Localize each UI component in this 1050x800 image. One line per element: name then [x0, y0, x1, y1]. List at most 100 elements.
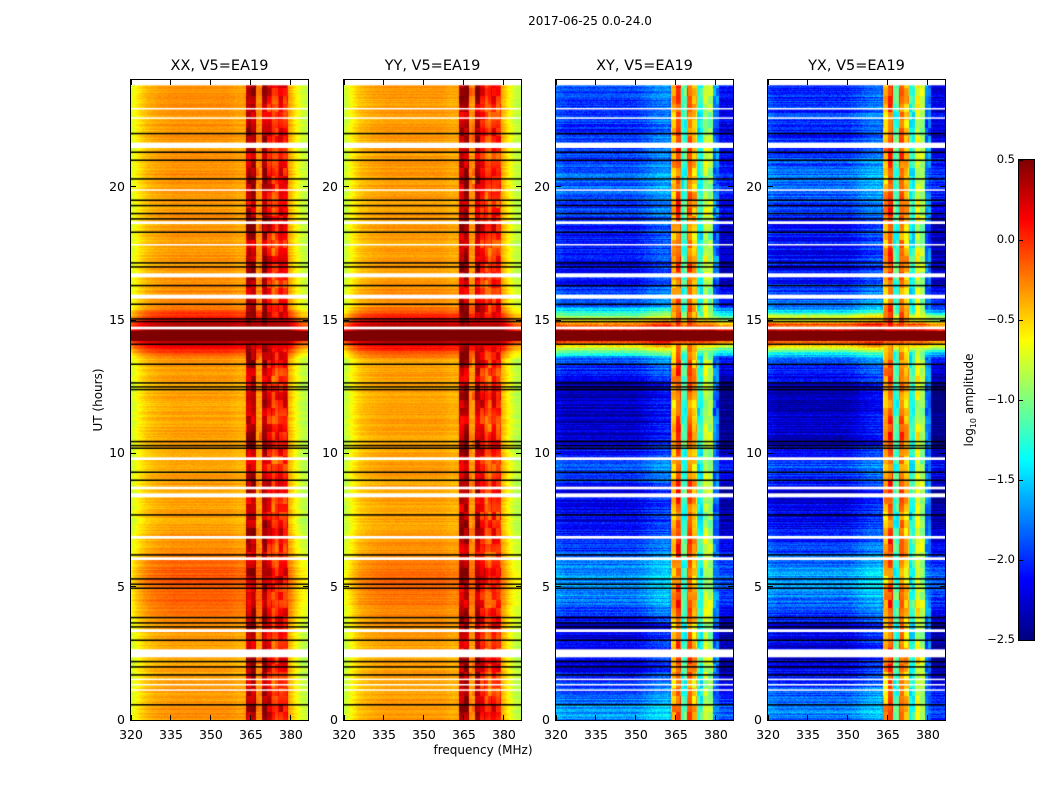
y-tick-mark	[516, 186, 521, 188]
x-tick-label: 335	[159, 727, 183, 742]
x-tick-mark	[170, 80, 172, 85]
x-tick-mark	[130, 715, 132, 720]
y-tick-mark	[344, 586, 349, 588]
y-tick-mark	[131, 186, 136, 188]
y-tick-mark	[768, 319, 773, 321]
x-tick-mark	[675, 715, 677, 720]
y-tick-mark	[303, 719, 308, 721]
x-tick-mark	[927, 715, 929, 720]
heatmap-yy	[344, 80, 521, 720]
y-tick-label: 20	[109, 178, 125, 194]
panel-title: XX, V5=EA19	[170, 58, 269, 74]
x-tick-mark	[250, 715, 252, 720]
y-tick-mark	[131, 319, 136, 321]
x-tick-mark	[807, 80, 809, 85]
y-tick-mark	[940, 452, 945, 454]
y-tick-label: 10	[534, 445, 550, 461]
y-tick-label: 15	[109, 312, 125, 327]
colorbar-tick-label: −1.5	[987, 472, 1015, 486]
x-tick-mark	[595, 80, 597, 85]
x-tick-mark	[807, 715, 809, 720]
colorbar-tick-label: 0.5	[996, 152, 1015, 166]
y-tick-mark	[344, 719, 349, 721]
colorbar-tick-mark	[1019, 639, 1023, 641]
x-tick-mark	[343, 715, 345, 720]
x-tick-label: 335	[796, 727, 820, 742]
x-tick-mark	[503, 80, 505, 85]
colorbar-tick-mark	[1019, 399, 1023, 401]
y-tick-mark	[940, 186, 945, 188]
colorbar-tick-label: −2.0	[987, 552, 1015, 566]
x-tick-mark	[463, 715, 465, 720]
y-tick-mark	[728, 319, 733, 321]
y-tick-mark	[303, 452, 308, 454]
y-tick-mark	[728, 719, 733, 721]
x-tick-label: 350	[624, 727, 648, 742]
x-tick-mark	[290, 715, 292, 720]
x-tick-mark	[715, 80, 717, 85]
x-tick-mark	[423, 715, 425, 720]
y-tick-label: 10	[109, 445, 125, 461]
x-tick-label: 350	[199, 727, 223, 742]
colorbar-tick-label: −1.0	[987, 392, 1015, 406]
x-tick-mark	[635, 715, 637, 720]
x-tick-label: 335	[372, 727, 396, 742]
y-axis-label: UT (hours)	[91, 368, 105, 432]
colorbar-tick-label: −2.5	[987, 632, 1015, 646]
y-tick-mark	[728, 586, 733, 588]
y-tick-label: 15	[322, 312, 338, 327]
y-tick-mark	[556, 452, 561, 454]
y-tick-label: 20	[322, 178, 338, 194]
x-tick-mark	[210, 715, 212, 720]
x-tick-label: 380	[704, 727, 728, 742]
colorbar-tick-label: 0.0	[996, 232, 1015, 246]
y-tick-mark	[131, 719, 136, 721]
x-tick-label: 320	[756, 727, 780, 742]
x-tick-label: 350	[836, 727, 860, 742]
x-tick-mark	[847, 80, 849, 85]
y-tick-mark	[131, 452, 136, 454]
x-tick-mark	[887, 80, 889, 85]
y-tick-label: 0	[117, 712, 125, 727]
x-tick-mark	[635, 80, 637, 85]
x-tick-mark	[927, 80, 929, 85]
colorbar-tick-mark	[1019, 559, 1023, 561]
colorbar-tick-mark	[1019, 479, 1023, 481]
x-tick-mark	[767, 715, 769, 720]
x-tick-mark	[170, 715, 172, 720]
panel-title: YX, V5=EA19	[808, 58, 905, 74]
y-tick-label: 5	[754, 578, 762, 594]
y-tick-label: 0	[542, 712, 550, 727]
x-tick-mark	[887, 715, 889, 720]
y-tick-mark	[728, 186, 733, 188]
y-tick-mark	[344, 186, 349, 188]
panel-xx: XX, V5=EA19 320 335 350 365 380 0 5 10 15 20	[109, 58, 309, 742]
y-tick-mark	[556, 586, 561, 588]
x-tick-label: 380	[279, 727, 303, 742]
colorbar-label-sub: 10	[969, 417, 979, 429]
x-tick-mark	[675, 80, 677, 85]
colorbar-tick-mark	[1019, 159, 1023, 161]
y-tick-mark	[940, 586, 945, 588]
y-tick-mark	[768, 719, 773, 721]
heatmap-yx	[768, 80, 945, 720]
x-tick-mark	[555, 80, 557, 85]
y-tick-label: 5	[330, 578, 338, 594]
figure-title: 2017-06-25 0.0-24.0	[528, 14, 652, 28]
y-tick-mark	[516, 719, 521, 721]
y-tick-mark	[516, 586, 521, 588]
colorbar-tick-label: −0.5	[987, 312, 1015, 326]
x-tick-mark	[715, 715, 717, 720]
x-axis-label: frequency (MHz)	[433, 743, 533, 757]
y-tick-mark	[728, 452, 733, 454]
x-tick-label: 335	[584, 727, 608, 742]
y-tick-label: 15	[746, 312, 762, 327]
y-tick-label: 0	[330, 712, 338, 727]
x-tick-mark	[130, 80, 132, 85]
x-tick-mark	[767, 80, 769, 85]
y-tick-label: 5	[542, 578, 550, 594]
y-tick-mark	[940, 319, 945, 321]
x-tick-mark	[290, 80, 292, 85]
y-tick-mark	[556, 319, 561, 321]
